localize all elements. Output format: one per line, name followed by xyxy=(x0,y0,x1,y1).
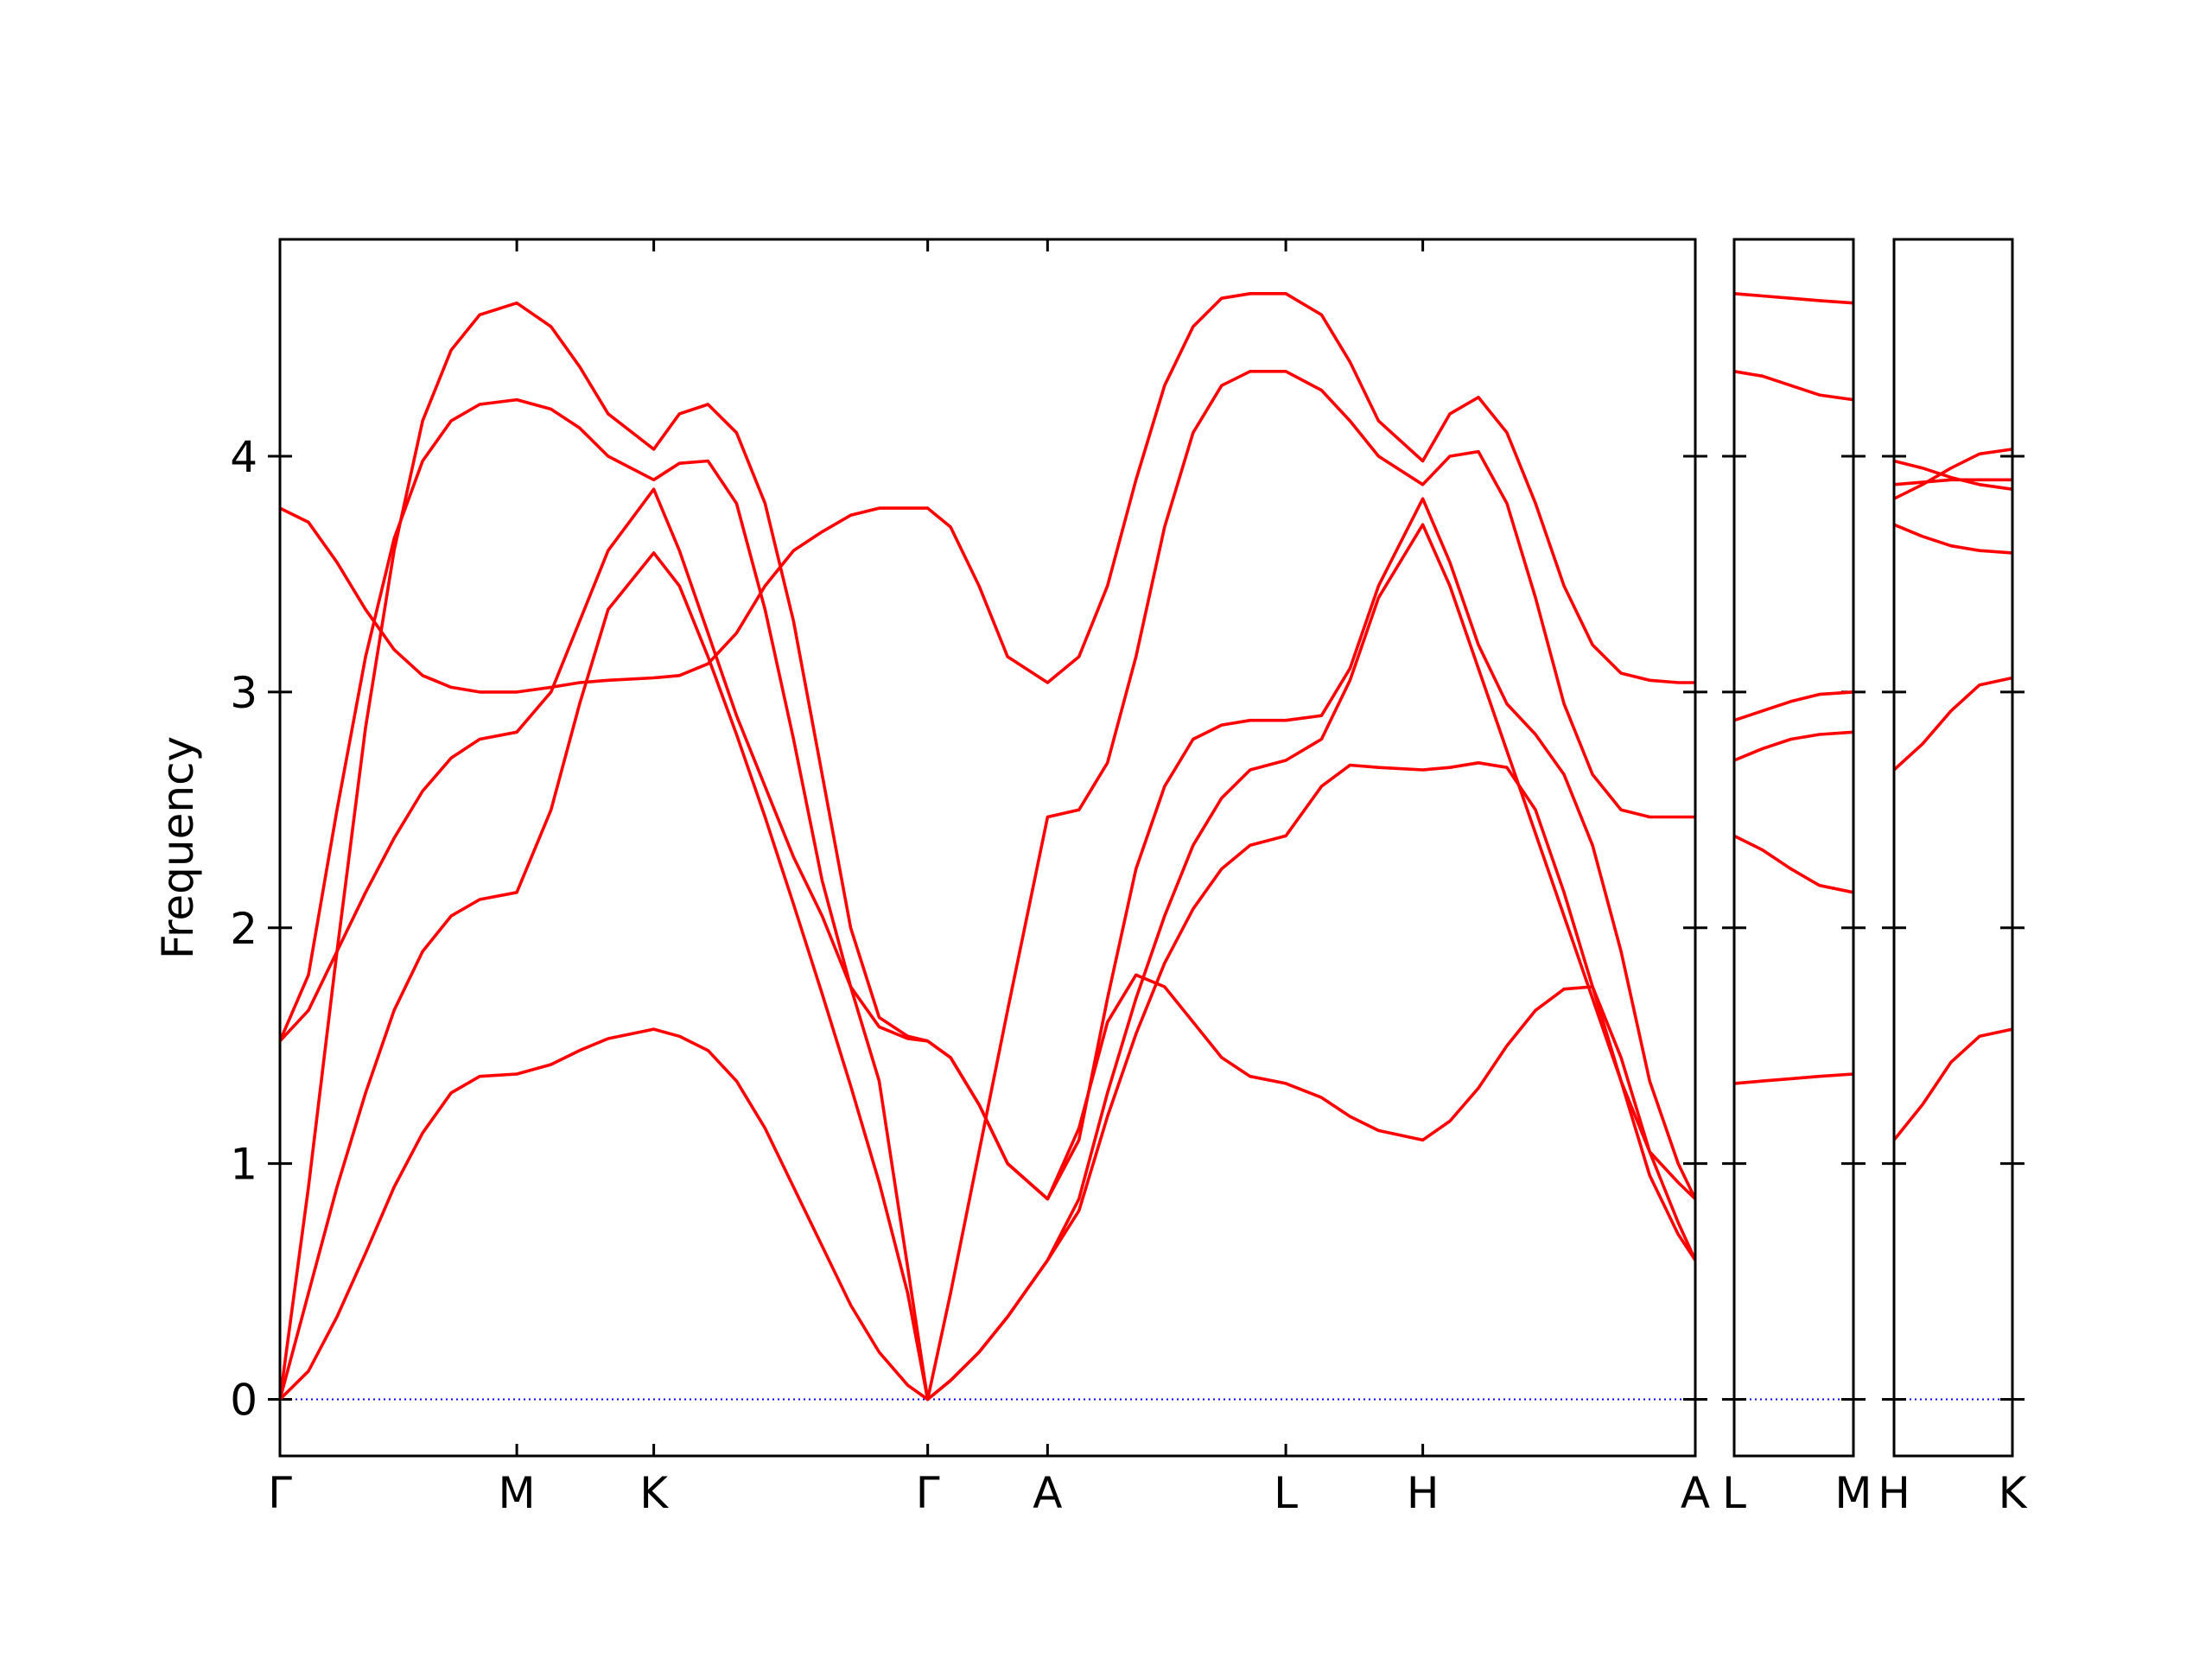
band-line xyxy=(279,292,1695,694)
x-tick-label: A xyxy=(1033,1468,1062,1518)
band-line xyxy=(1892,1027,2013,1141)
band-line xyxy=(278,370,1695,1402)
x-tick-label: Γ xyxy=(916,1468,940,1518)
x-tick-label: H xyxy=(1878,1468,1910,1518)
y-tick-label: 3 xyxy=(230,668,257,718)
x-tick-label: Γ xyxy=(268,1468,292,1518)
x-tick-label: K xyxy=(639,1468,669,1518)
band-line xyxy=(1733,1072,1854,1085)
band-line xyxy=(1893,478,2012,486)
band-line xyxy=(1893,523,2013,555)
x-tick-label: M xyxy=(1834,1468,1872,1518)
x-tick-label: L xyxy=(1722,1468,1746,1518)
band-line xyxy=(1733,834,1854,894)
band-line xyxy=(278,523,1697,1402)
band-line xyxy=(278,301,1697,1400)
x-tick-label: K xyxy=(1999,1468,2028,1518)
band-line xyxy=(1733,370,1854,402)
plot-frame xyxy=(1732,238,1855,1458)
plot-frame xyxy=(1892,238,2014,1458)
x-tick-label: H xyxy=(1407,1468,1440,1518)
band-line xyxy=(1733,292,1854,305)
band-line xyxy=(1733,730,1854,762)
y-tick-label: 4 xyxy=(230,432,257,482)
y-axis-label: Frequency xyxy=(153,736,203,959)
y-tick-label: 1 xyxy=(230,1140,257,1190)
y-tick-label: 0 xyxy=(230,1376,257,1426)
plot-frame xyxy=(278,238,1697,1458)
band-line xyxy=(278,397,1697,1201)
x-tick-label: A xyxy=(1681,1468,1710,1518)
band-line xyxy=(1893,459,2013,491)
x-tick-label: L xyxy=(1274,1468,1298,1518)
band-line xyxy=(1893,448,2013,500)
band-line xyxy=(1892,676,2013,772)
x-tick-label: M xyxy=(499,1468,536,1518)
y-tick-label: 2 xyxy=(230,904,257,954)
band-line xyxy=(1733,690,1854,722)
